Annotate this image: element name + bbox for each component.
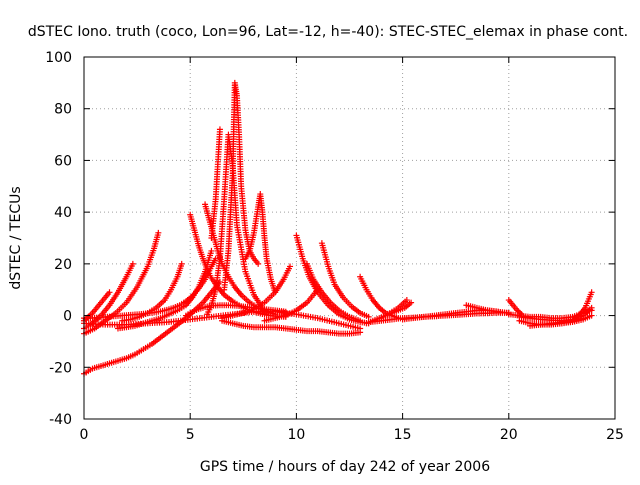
y-tick-label: -40 <box>49 412 72 428</box>
marks-layer <box>81 79 595 377</box>
axes-layer: 0 5 10 15 20 25 -40 -20 0 20 40 60 80 100 <box>45 50 624 443</box>
x-tick-label: 25 <box>606 427 624 443</box>
data-point <box>216 126 223 133</box>
data-point <box>495 308 502 315</box>
data-series <box>81 289 113 324</box>
data-series <box>463 302 502 315</box>
data-point <box>208 247 215 254</box>
data-point <box>357 329 364 336</box>
data-series <box>81 278 223 377</box>
x-tick-label: 15 <box>394 427 412 443</box>
data-series <box>119 260 185 324</box>
data-series <box>527 315 587 329</box>
grid-layer <box>84 57 615 419</box>
data-point <box>155 229 162 236</box>
data-point <box>255 260 262 267</box>
data-series <box>219 317 364 337</box>
data-point <box>106 289 113 296</box>
data-series <box>221 79 262 293</box>
data-series <box>208 126 223 241</box>
data-series <box>318 240 372 320</box>
x-tick-label: 5 <box>186 427 195 443</box>
data-point <box>588 312 595 319</box>
data-point <box>129 260 136 267</box>
data-series <box>242 191 279 296</box>
data-series <box>261 286 321 324</box>
data-point <box>403 297 410 304</box>
data-point <box>580 315 587 322</box>
y-tick-label: 20 <box>54 257 72 273</box>
data-series <box>81 229 162 337</box>
chart-title: dSTEC Iono. truth (coco, Lon=96, Lat=-12… <box>28 24 628 40</box>
y-tick-label: 40 <box>54 205 72 221</box>
data-series <box>81 260 136 332</box>
data-point <box>408 299 415 306</box>
plot-area-border <box>83 56 616 420</box>
data-point <box>287 263 294 270</box>
y-axis-title: dSTEC / TECUs <box>8 186 24 289</box>
data-point <box>178 260 185 267</box>
data-point <box>365 313 372 320</box>
data-series <box>81 308 364 332</box>
y-tick-label: 80 <box>54 102 72 118</box>
data-point <box>588 289 595 296</box>
data-series <box>304 260 364 324</box>
y-tick-label: 60 <box>54 153 72 169</box>
data-series <box>378 297 410 322</box>
x-tick-label: 20 <box>500 427 518 443</box>
x-tick-label: 10 <box>287 427 305 443</box>
data-series <box>293 232 372 327</box>
data-point <box>357 317 364 324</box>
x-tick-label: 0 <box>80 427 89 443</box>
data-point <box>588 307 595 314</box>
y-tick-label: -20 <box>49 360 72 376</box>
data-series <box>399 307 512 323</box>
y-tick-label: 0 <box>63 309 72 325</box>
x-axis-title: GPS time / hours of day 242 of year 2006 <box>200 459 490 475</box>
y-tick-label: 100 <box>45 50 72 66</box>
